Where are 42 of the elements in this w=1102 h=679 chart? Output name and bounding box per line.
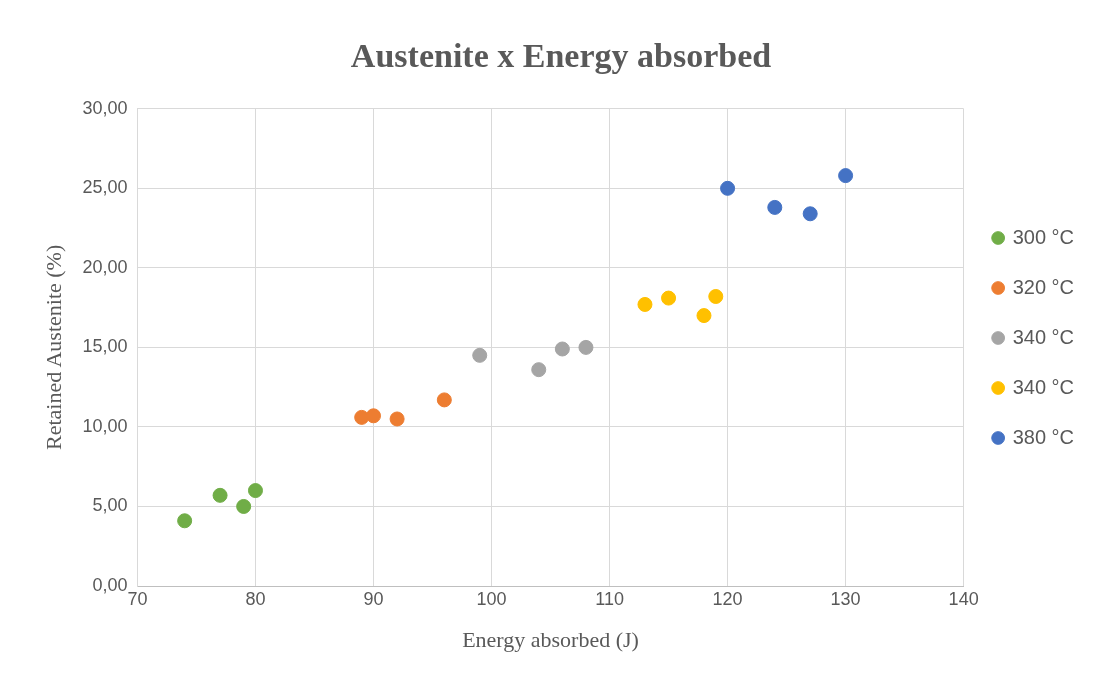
point [436, 392, 452, 408]
x-tick-label: 130 [830, 588, 861, 609]
point [236, 498, 252, 514]
legend-label: 320 °C [1012, 275, 1075, 298]
point [366, 408, 381, 424]
point [767, 199, 783, 215]
x-tick-label: 110 [595, 588, 624, 609]
y-tick-label: 5,00 [92, 495, 128, 516]
y-tick-label: 0,00 [92, 574, 128, 595]
point [720, 180, 736, 196]
point [802, 206, 818, 222]
x-tick-label: 70 [127, 588, 148, 609]
y-tick-label: 15,00 [82, 336, 128, 357]
y-axis-title: Retained Austenite (%) [40, 244, 66, 451]
x-axis-title: Energy absorbed (J) [462, 626, 639, 652]
point [708, 289, 724, 304]
x-tick-label: 100 [476, 588, 507, 609]
x-tick-label: 90 [363, 588, 384, 609]
x-tick-label: 80 [245, 588, 266, 609]
legend-label: 300 °C [1012, 225, 1075, 248]
legend-label: 340 °C [1012, 325, 1075, 348]
y-tick-label: 25,00 [82, 177, 128, 198]
point [247, 483, 263, 499]
point [578, 339, 594, 355]
y-tick-label: 30,00 [82, 97, 128, 118]
y-tick-label: 10,00 [82, 415, 128, 436]
point [177, 513, 193, 529]
point [212, 487, 228, 503]
point [696, 308, 712, 324]
legend-label: 340 °C [1012, 375, 1075, 398]
point [554, 341, 570, 357]
y-tick-label: 20,00 [82, 256, 128, 277]
x-tick-label: 140 [948, 588, 979, 609]
point [389, 411, 405, 427]
x-tick-label: 120 [712, 588, 743, 609]
point [637, 296, 653, 312]
point [661, 290, 677, 306]
point [838, 168, 854, 184]
point [531, 362, 547, 378]
legend-label: 380 °C [1012, 425, 1075, 448]
point [472, 347, 488, 363]
chart-title: Austenite x Energy absorbed [350, 37, 772, 75]
